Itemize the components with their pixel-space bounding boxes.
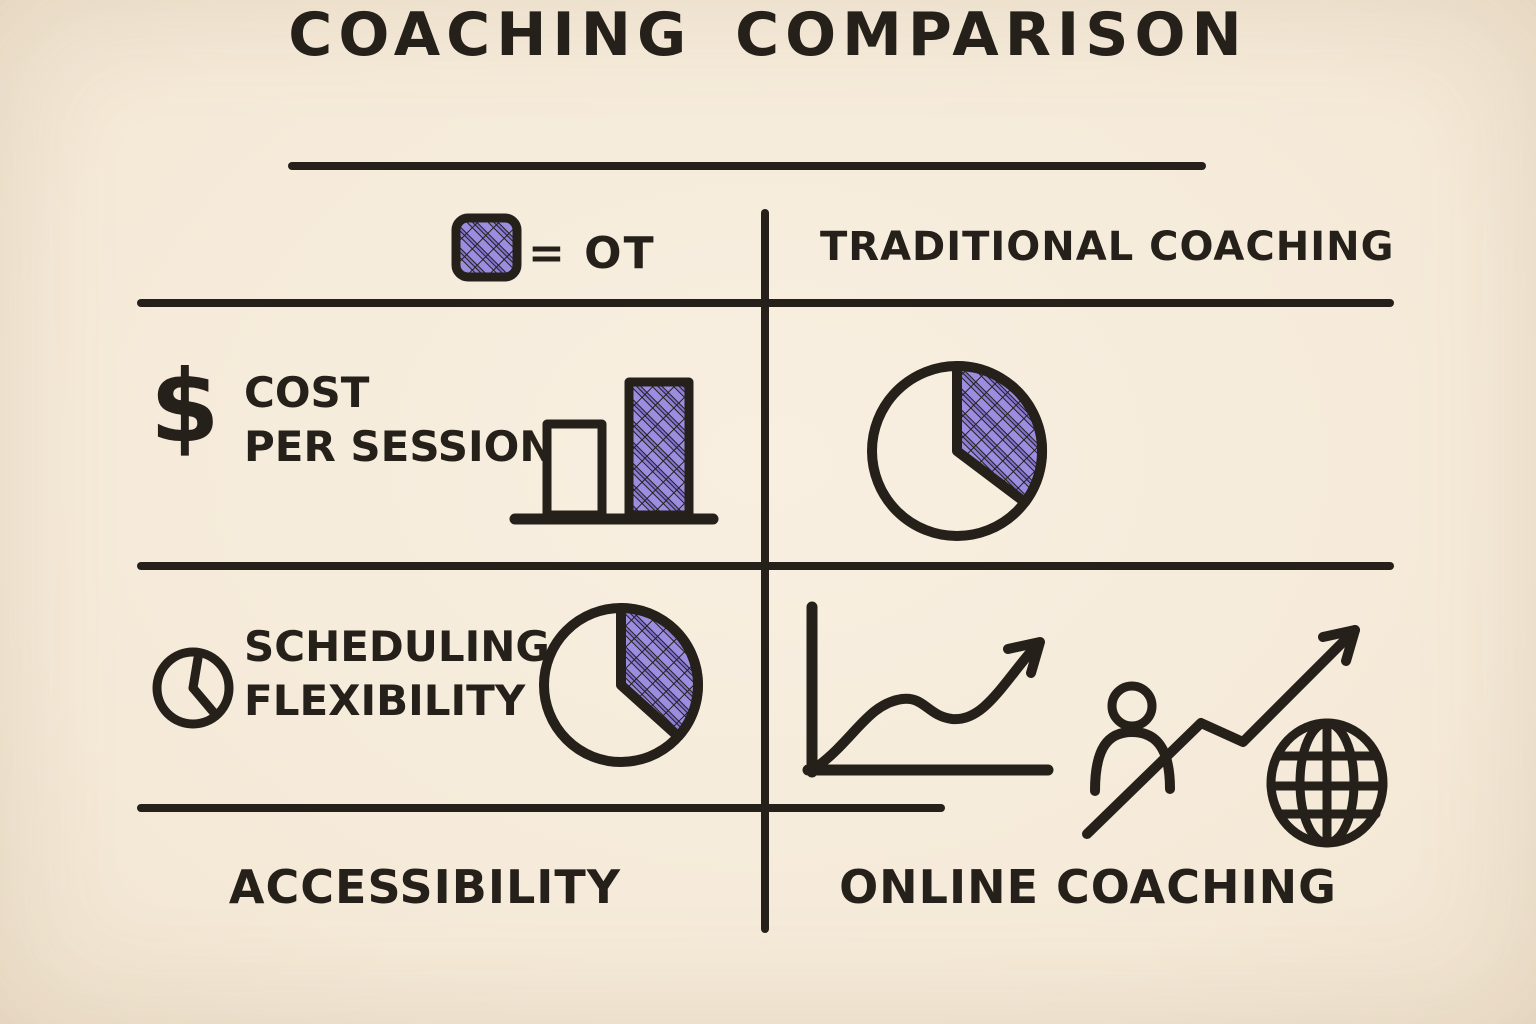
chart-curve xyxy=(813,643,1039,771)
trend-arrowhead xyxy=(1318,625,1360,666)
trend-zigzag xyxy=(1082,625,1360,839)
clock-icon xyxy=(152,647,234,729)
bar-chart-icon xyxy=(509,377,719,525)
column-footer-online-coaching: ONLINE COACHING xyxy=(839,860,1337,914)
row-label-cost-per-session: COST PER SESSION xyxy=(244,366,554,474)
row-label-line1: SCHEDULING xyxy=(244,622,550,671)
clock-face xyxy=(152,647,234,729)
page-title: COACHING COMPARISON xyxy=(288,0,1248,70)
pie-chart-icon-scheduling xyxy=(539,603,703,767)
bar-purple xyxy=(624,377,694,520)
pie-wedge-purple xyxy=(616,603,703,742)
row-label-line2: FLEXIBILITY xyxy=(244,675,526,725)
person-head xyxy=(1107,681,1157,731)
column-footer-accessibility: ACCESSIBILITY xyxy=(228,860,622,914)
row-label-scheduling-flexibility: SCHEDULING FLEXIBILITY xyxy=(244,620,550,728)
clock-minute-hand xyxy=(188,653,203,693)
pie-wedge-purple xyxy=(952,361,1048,508)
grid-lines xyxy=(137,162,1394,933)
column-header-traditional-coaching: TRADITIONAL COACHING xyxy=(820,224,1395,270)
bar-outline xyxy=(542,419,607,520)
legend-swatch xyxy=(451,213,522,282)
pie-chart-icon-cost xyxy=(867,361,1048,541)
globe-icon xyxy=(1266,718,1388,848)
clock-hour-hand xyxy=(188,683,220,719)
legend-label: = OT xyxy=(528,228,656,279)
row-label-line2: PER SESSION xyxy=(244,421,555,471)
chart-arrowhead xyxy=(1003,637,1045,678)
growth-line-chart-icon xyxy=(802,601,1054,778)
row-label-line1: COST xyxy=(244,368,370,417)
person-icon xyxy=(1090,681,1175,796)
trend-arrow-icon xyxy=(1082,625,1360,839)
dollar-icon: $ xyxy=(150,348,220,465)
